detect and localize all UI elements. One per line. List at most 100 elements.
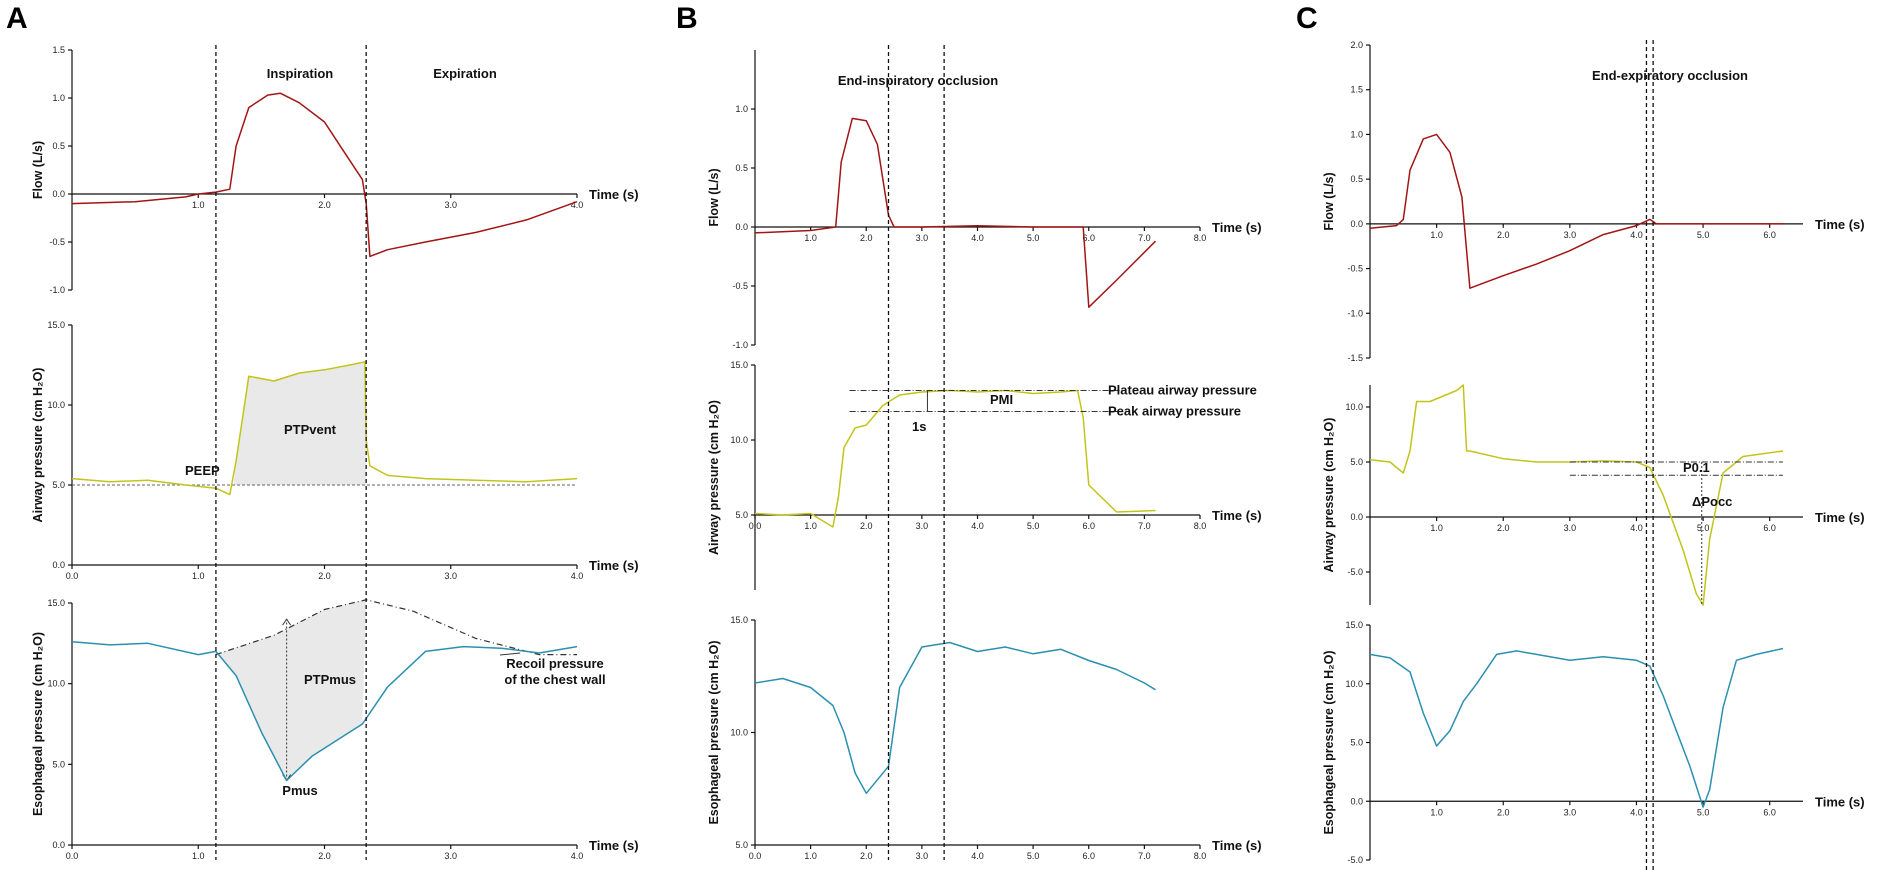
x-tick-label: 1.0 <box>1430 807 1443 817</box>
y-tick-label: -1.0 <box>732 340 748 350</box>
subplot-airway: 5.0 10.0 15.0 0.0 1.0 2.0 3.0 4.0 5.0 6.0 7.0 8.0 Ti… <box>707 360 1262 590</box>
airway-series-line <box>754 389 1156 528</box>
label-plateau: Plateau airway pressure <box>1108 383 1257 398</box>
y-tick-label: 10.0 <box>1345 402 1363 412</box>
x-tick-label: 6.0 <box>1763 230 1776 240</box>
y-tick-label: 0.0 <box>52 840 65 850</box>
x-tick-label: 4.0 <box>571 200 584 210</box>
y-tick-label: 15.0 <box>730 360 748 370</box>
x-tick-label: 4.0 <box>971 521 984 531</box>
x-axis-title: Time (s) <box>1212 838 1262 853</box>
x-tick-label: 3.0 <box>916 851 929 861</box>
x-tick-label: 1.0 <box>192 571 205 581</box>
y-tick-label: 5.0 <box>52 759 65 769</box>
x-tick-label: 6.0 <box>1082 233 1095 243</box>
x-tick-label: 4.0 <box>1630 230 1643 240</box>
x-tick-label: 3.0 <box>916 521 929 531</box>
x-tick-label: 4.0 <box>1630 523 1643 533</box>
x-tick-label: 6.0 <box>1763 523 1776 533</box>
y-axis-title: Esophageal pressure (cm H₂O) <box>31 632 45 816</box>
y-tick-label: 1.5 <box>52 45 65 55</box>
x-tick-label: 8.0 <box>1194 233 1207 243</box>
y-tick-label: 5.0 <box>52 480 65 490</box>
y-tick-label: 5.0 <box>1350 457 1363 467</box>
x-tick-label: 5.0 <box>1697 230 1710 240</box>
flow-series-line <box>754 117 1157 308</box>
x-tick-label: 3.0 <box>916 233 929 243</box>
y-tick-label: -0.5 <box>732 281 748 291</box>
y-tick-label: 0.5 <box>735 163 748 173</box>
x-tick-label: 2.0 <box>860 233 873 243</box>
ptpvent-area <box>233 361 367 485</box>
y-tick-label: -1.5 <box>1347 353 1363 363</box>
x-tick-label: 0.0 <box>66 851 79 861</box>
ptpmus-area <box>215 599 367 781</box>
y-tick-label: 1.0 <box>52 93 65 103</box>
y-tick-label: 10.0 <box>1345 679 1363 689</box>
x-tick-label: 2.0 <box>318 851 331 861</box>
x-tick-label: 4.0 <box>971 851 984 861</box>
x-tick-label: 5.0 <box>1697 807 1710 817</box>
y-axis-title: Esophageal pressure (cm H₂O) <box>1322 650 1336 834</box>
airway-series-line <box>1369 384 1784 606</box>
x-tick-label: 3.0 <box>1564 523 1577 533</box>
y-tick-label: 10.0 <box>730 728 748 738</box>
panel-letter: A <box>6 2 28 35</box>
label-pmi: PMI <box>990 392 1013 407</box>
x-tick-label: 4.0 <box>571 851 584 861</box>
y-tick-label: 15.0 <box>47 320 65 330</box>
y-tick-label: 5.0 <box>735 840 748 850</box>
recoil-pointer <box>499 652 521 656</box>
label-expiration: Expiration <box>433 66 497 81</box>
x-axis-title: Time (s) <box>1212 220 1262 235</box>
x-axis-title: Time (s) <box>1815 510 1865 525</box>
pmus-arrowhead-top <box>282 618 292 626</box>
y-axis-title: Esophageal pressure (cm H₂O) <box>707 640 721 824</box>
x-tick-label: 5.0 <box>1697 523 1710 533</box>
label-1s: 1s <box>912 419 926 434</box>
subplot-flow: -1.5 -1.0 -0.5 0.0 0.5 1.0 1.5 2.0 1.0 2.0 3.0 4.0 5… <box>1322 40 1865 363</box>
x-tick-label: 3.0 <box>1564 230 1577 240</box>
y-tick-label: 0.0 <box>1350 219 1363 229</box>
y-tick-label: 5.0 <box>735 510 748 520</box>
y-tick-label: 10.0 <box>730 435 748 445</box>
y-axis-title: Flow (L/s) <box>707 168 721 226</box>
y-axis-title: Flow (L/s) <box>31 141 45 199</box>
x-axis-title: Time (s) <box>589 187 639 202</box>
x-tick-label: 3.0 <box>1564 807 1577 817</box>
y-tick-label: 0.0 <box>735 222 748 232</box>
x-tick-label: 4.0 <box>571 571 584 581</box>
label-ptpvent: PTPvent <box>284 422 337 437</box>
y-tick-label: 1.5 <box>1350 85 1363 95</box>
label-peep: PEEP <box>185 463 220 478</box>
subplot-airway: 0.0 5.0 10.0 15.0 0.0 1.0 2.0 3.0 4.0 Time (s) Air… <box>31 320 639 581</box>
subplot-eso: 0.0 5.0 10.0 15.0 0.0 1.0 2.0 3.0 4.0 Time (s) Eso… <box>31 598 639 861</box>
label-dpocc: ΔPocc <box>1692 494 1732 509</box>
subplot-eso: -5.0 0.0 5.0 10.0 15.0 1.0 2.0 3.0 4.0 5.0 6.0 Time… <box>1322 620 1865 865</box>
x-tick-label: 7.0 <box>1138 233 1151 243</box>
x-tick-label: 3.0 <box>444 571 457 581</box>
x-tick-label: 2.0 <box>1497 230 1510 240</box>
x-tick-label: 2.0 <box>860 851 873 861</box>
y-tick-label: -0.5 <box>49 237 65 247</box>
subplot-airway: -5.0 0.0 5.0 10.0 1.0 2.0 3.0 4.0 5.0 6.0 Time (s)… <box>1322 384 1865 606</box>
x-tick-label: 5.0 <box>1027 521 1040 531</box>
flow-series-line <box>71 92 578 258</box>
eso-series-line <box>754 641 1156 795</box>
y-tick-label: 10.0 <box>47 679 65 689</box>
x-tick-label: 6.0 <box>1763 807 1776 817</box>
label-p01: P0.1 <box>1683 460 1710 475</box>
y-axis-title: Airway pressure (cm H₂O) <box>707 400 721 555</box>
x-tick-label: 4.0 <box>1630 807 1643 817</box>
x-tick-label: 1.0 <box>1430 230 1443 240</box>
flow-series-line <box>1369 133 1783 289</box>
y-tick-label: 1.0 <box>1350 129 1363 139</box>
x-tick-label: 6.0 <box>1082 521 1095 531</box>
x-tick-label: 1.0 <box>804 851 817 861</box>
y-tick-label: -5.0 <box>1347 567 1363 577</box>
x-tick-label: 8.0 <box>1194 521 1207 531</box>
y-tick-label: 0.0 <box>1350 796 1363 806</box>
y-axis-title: Airway pressure (cm H₂O) <box>1322 418 1336 573</box>
eso-series-line <box>71 640 578 782</box>
